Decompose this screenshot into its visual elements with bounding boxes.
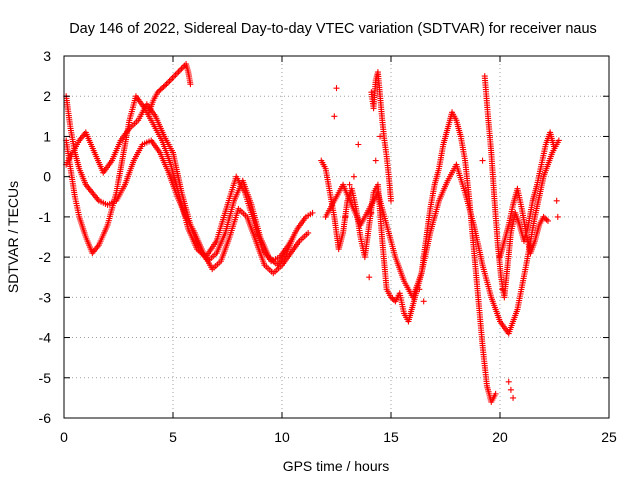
data-point	[333, 85, 340, 92]
data-point	[479, 157, 486, 164]
data-point	[416, 286, 423, 293]
data-point	[544, 217, 551, 224]
y-tick-label: -6	[39, 410, 52, 426]
data-point	[551, 145, 558, 152]
data-point	[187, 81, 194, 88]
series-track-i	[497, 185, 551, 261]
data-point	[505, 378, 512, 385]
x-axis-label: GPS time / hours	[283, 458, 390, 474]
data-point	[492, 390, 499, 397]
x-tick-label: 0	[60, 429, 68, 445]
x-tick-label: 15	[383, 429, 399, 445]
y-tick-label: -3	[39, 289, 52, 305]
data-point	[554, 213, 561, 220]
x-tick-label: 5	[169, 429, 177, 445]
data-point	[355, 141, 362, 148]
series-track-d	[146, 61, 194, 116]
y-axis-label: SDTVAR / TECUs	[5, 181, 21, 293]
y-tick-label: 3	[43, 48, 51, 64]
axis-ticks	[63, 55, 610, 419]
data-point	[388, 197, 394, 204]
series-track-h	[481, 73, 558, 301]
data-point	[346, 181, 353, 188]
x-tick-label: 20	[492, 429, 508, 445]
data-point	[309, 209, 316, 216]
data-points	[63, 61, 562, 405]
data-point	[553, 197, 560, 204]
data-point	[342, 213, 349, 220]
data-point	[292, 229, 299, 236]
data-point	[507, 386, 514, 393]
y-tick-label: 2	[43, 88, 51, 104]
x-tick-label: 10	[274, 429, 290, 445]
data-point	[350, 173, 357, 180]
data-point	[555, 137, 562, 144]
data-point	[366, 274, 373, 281]
data-point	[510, 394, 517, 401]
series-scatter-extra	[331, 85, 561, 401]
series-track-g	[368, 69, 394, 204]
data-point	[368, 209, 375, 216]
x-tick-labels: 0 5 10 15 20 25	[60, 429, 617, 445]
y-tick-label: 0	[43, 169, 51, 185]
data-point	[305, 229, 312, 236]
y-tick-label: 1	[43, 128, 51, 144]
y-tick-labels: -6 -5 -4 -3 -2 -1 0 1 2 3	[39, 48, 52, 426]
data-point	[331, 113, 338, 120]
y-tick-label: -4	[39, 330, 52, 346]
y-tick-label: -5	[39, 370, 52, 386]
y-tick-label: -2	[39, 249, 52, 265]
data-point	[377, 133, 384, 140]
chart-title: Day 146 of 2022, Sidereal Day-to-day VTE…	[69, 21, 597, 37]
data-point	[499, 286, 506, 293]
data-point	[420, 298, 427, 305]
x-tick-label: 25	[601, 429, 617, 445]
series-track-c	[63, 101, 299, 269]
data-point	[372, 157, 379, 164]
y-tick-label: -1	[39, 209, 52, 225]
plot-frame	[63, 55, 610, 419]
